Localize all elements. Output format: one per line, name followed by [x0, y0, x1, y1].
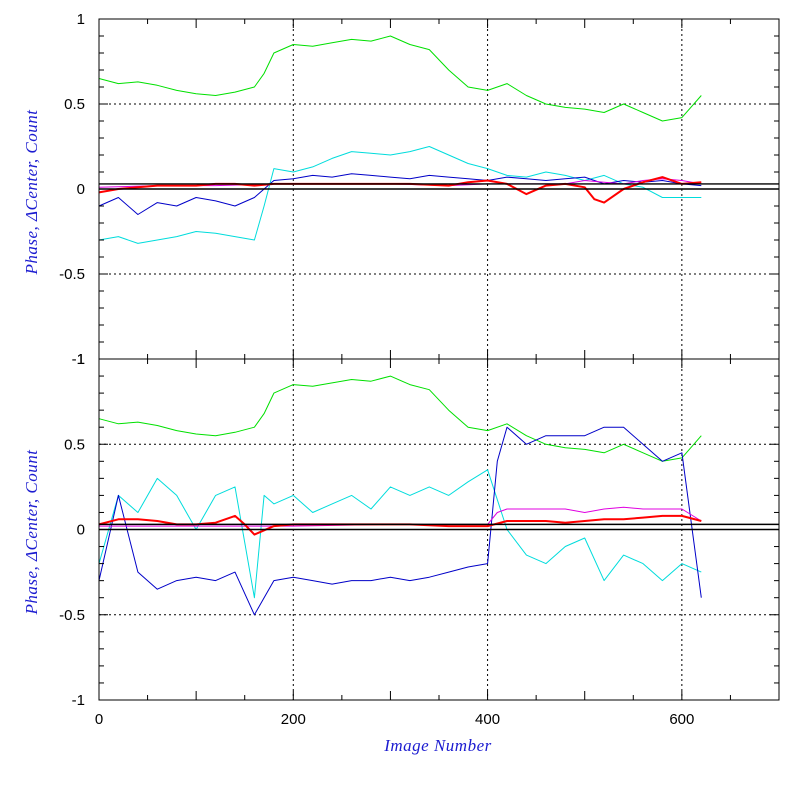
bottom-x-tick-label-2: 400 [475, 711, 500, 728]
bottom-panel-y-axis-label: Phase, ΔCenter, Count [22, 449, 41, 616]
top-y-tick-label-1: -0.5 [59, 266, 85, 283]
top-y-tick-label-0: -1 [72, 351, 85, 368]
bottom-y-tick-label-0: -1 [72, 692, 85, 709]
bottom-panel: -1 -0.5 0 0.5 1 0 200 400 600 [59, 351, 780, 728]
x-axis-label: Image Number [383, 736, 492, 755]
top-panel-y-axis-label: Phase, ΔCenter, Count [22, 109, 41, 276]
bottom-y-tick-label-2: 0 [77, 522, 85, 539]
bottom-x-tick-label-3: 600 [669, 711, 694, 728]
bottom-x-tick-label-1: 200 [281, 711, 306, 728]
bottom-y-tick-label-4: 1 [77, 351, 85, 368]
bottom-series-line-0 [98, 375, 702, 462]
bottom-series-line-2 [98, 426, 702, 616]
top-panel: -1 -0.5 0 0.5 1 [59, 11, 780, 368]
top-y-tick-label-2: 0 [77, 181, 85, 198]
bottom-series-line-1 [98, 469, 702, 599]
bottom-y-tick-label-3: 0.5 [64, 436, 85, 453]
top-series-line-2 [98, 173, 702, 215]
top-series-line-4 [98, 176, 702, 204]
bottom-series-line-4 [98, 514, 702, 536]
top-series-line-1 [98, 146, 702, 244]
bottom-x-tick-label-0: 0 [95, 711, 103, 728]
top-y-tick-label-4: 1 [77, 11, 85, 28]
top-y-tick-label-3: 0.5 [64, 96, 85, 113]
bottom-y-tick-label-1: -0.5 [59, 607, 85, 624]
top-series-line-0 [98, 35, 702, 122]
